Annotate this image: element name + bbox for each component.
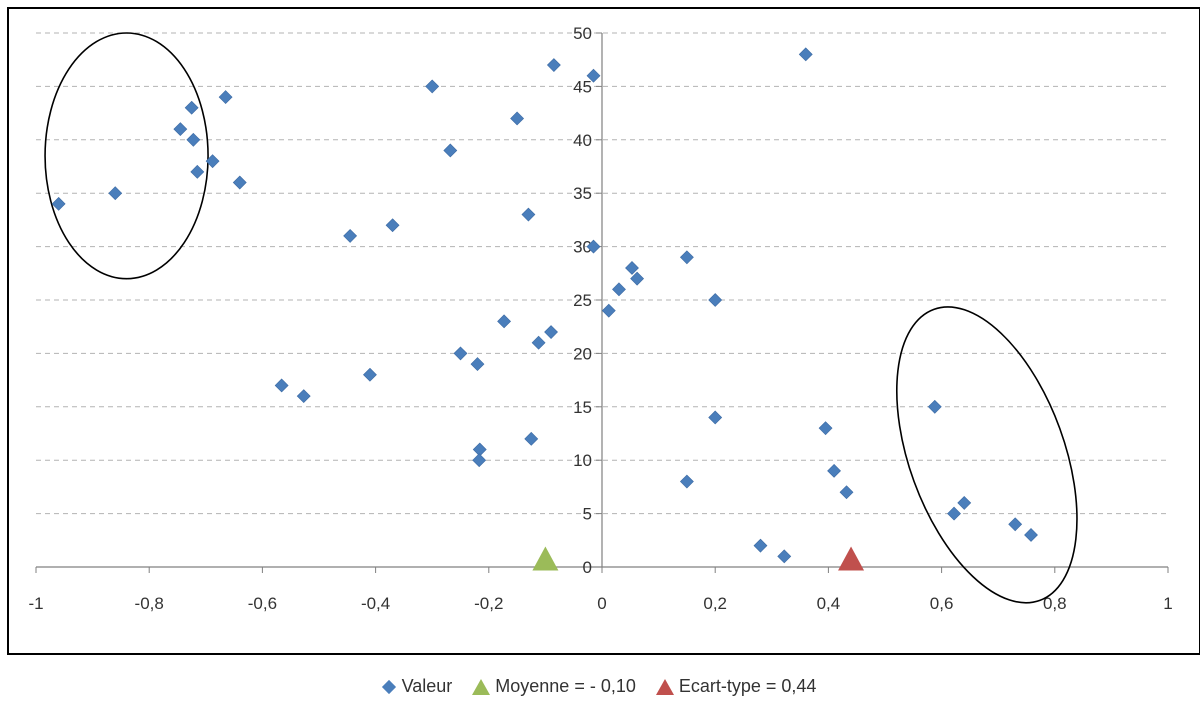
data-point-diamond <box>612 282 626 297</box>
y-tick-label: 30 <box>573 238 592 257</box>
data-point-diamond <box>531 335 546 350</box>
x-axis-ticks: -1 -0,8 -0,6 -0,4 -0,2 0 0,2 0,4 0,6 0,8 1 <box>28 567 1173 613</box>
x-tick-label: 0,6 <box>930 594 954 613</box>
data-point-diamond <box>218 90 233 105</box>
data-point-diamond <box>497 314 512 329</box>
data-point-diamond <box>524 431 539 446</box>
y-tick-label: 40 <box>573 131 592 150</box>
data-point-diamond <box>927 399 942 414</box>
x-tick-label: 0 <box>597 594 606 613</box>
legend-label-valeur: Valeur <box>401 676 453 696</box>
annotation-ellipse <box>895 306 1078 604</box>
y-tick-label: 0 <box>583 558 592 577</box>
y-tick-label: 25 <box>573 291 592 310</box>
data-point-diamond <box>679 250 694 265</box>
data-point-diamond <box>679 474 694 489</box>
x-tick-label: -0,6 <box>248 594 277 613</box>
x-tick-label: -0,2 <box>474 594 503 613</box>
data-point-diamond <box>274 378 289 393</box>
data-point-diamond <box>777 549 792 564</box>
data-point-diamond <box>544 325 558 339</box>
y-tick-label: 45 <box>573 77 592 96</box>
data-point-diamond <box>839 485 854 500</box>
data-point-diamond <box>173 122 188 137</box>
annotation-ellipses <box>44 32 1078 604</box>
data-point-diamond <box>443 143 458 158</box>
data-point-diamond <box>425 79 440 94</box>
red-triangle-icon <box>655 678 674 695</box>
x-tick-label: 0,8 <box>1043 594 1067 613</box>
data-point-diamond <box>625 261 639 275</box>
legend-item-ecart-type: Ecart-type = 0,44 <box>655 676 817 697</box>
legend-label-ecart-type: Ecart-type = 0,44 <box>678 676 817 696</box>
x-tick-label: -0,8 <box>135 594 164 613</box>
x-tick-label: 0,4 <box>817 594 841 613</box>
plot-frame <box>7 7 1200 655</box>
data-point-diamond <box>521 207 536 222</box>
data-point-diamond <box>708 293 723 307</box>
data-point-triangle <box>532 546 559 571</box>
data-point-diamond <box>708 410 723 425</box>
legend-item-moyenne: Moyenne = - 0,10 <box>472 676 636 697</box>
data-point-diamond <box>1024 528 1038 542</box>
data-point-diamond <box>1008 517 1023 532</box>
data-point-diamond <box>205 154 220 169</box>
data-point-diamond <box>470 357 485 372</box>
data-point-diamond <box>818 421 833 436</box>
data-point-diamond <box>385 218 400 233</box>
x-tick-label: 1 <box>1163 594 1172 613</box>
diamond-icon <box>381 679 396 694</box>
data-point-diamond <box>753 538 768 553</box>
data-point-diamond <box>51 196 66 211</box>
data-points <box>51 47 1038 571</box>
x-tick-label: 0,2 <box>703 594 727 613</box>
data-point-diamond <box>296 389 311 404</box>
green-triangle-icon <box>472 678 491 695</box>
data-point-triangle <box>838 546 865 571</box>
y-tick-label: 15 <box>573 398 592 417</box>
data-point-diamond <box>363 367 377 382</box>
y-tick-label: 10 <box>573 451 592 470</box>
data-point-diamond <box>601 303 616 318</box>
y-axis-ticks: 0 5 10 15 20 25 30 35 40 45 50 <box>573 24 602 577</box>
data-point-diamond <box>453 346 468 361</box>
y-tick-label: 20 <box>573 344 592 363</box>
data-point-diamond <box>630 271 645 286</box>
legend-item-valeur: Valeur <box>381 676 453 697</box>
annotation-ellipse <box>44 32 209 280</box>
y-tick-label: 5 <box>583 505 592 524</box>
data-point-diamond <box>108 186 123 201</box>
y-tick-label: 50 <box>573 24 592 43</box>
data-point-diamond <box>957 495 972 510</box>
data-point-diamond <box>546 58 561 72</box>
data-point-diamond <box>190 164 205 179</box>
x-tick-label: -1 <box>28 594 43 613</box>
y-tick-label: 35 <box>573 184 592 203</box>
legend: Valeur Moyenne = - 0,10 Ecart-type = 0,4… <box>0 676 1200 697</box>
data-point-diamond <box>472 453 487 468</box>
data-point-diamond <box>827 463 841 478</box>
data-point-diamond <box>586 239 601 254</box>
data-point-diamond <box>232 175 247 190</box>
data-point-diamond <box>184 100 199 115</box>
data-point-diamond <box>798 47 813 62</box>
x-tick-label: -0,4 <box>361 594 390 613</box>
data-point-diamond <box>510 111 525 126</box>
data-point-diamond <box>186 132 201 147</box>
legend-label-moyenne: Moyenne = - 0,10 <box>495 676 636 696</box>
data-point-diamond <box>586 68 601 83</box>
data-point-diamond <box>343 228 358 243</box>
data-point-diamond <box>947 506 961 521</box>
